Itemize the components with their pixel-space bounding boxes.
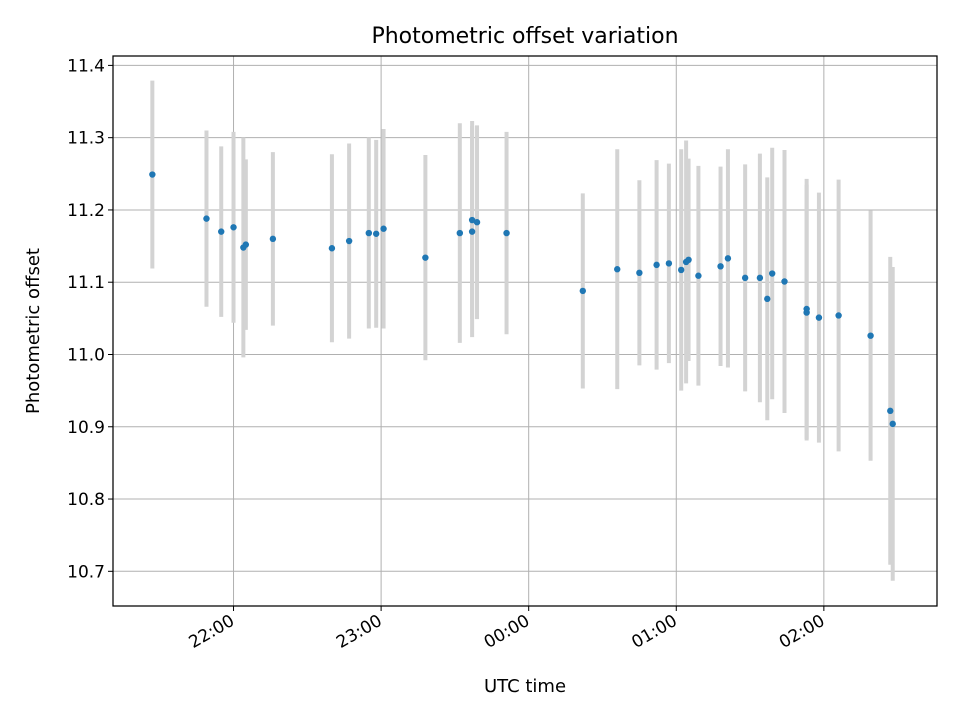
data-point	[803, 305, 810, 313]
error-bars	[150, 80, 895, 581]
data-point	[889, 420, 896, 428]
data-point	[724, 255, 732, 262]
data-point	[242, 241, 250, 248]
x-tick-label: 00:00	[481, 611, 533, 653]
data-point	[835, 312, 842, 319]
data-point	[579, 287, 587, 295]
data-point	[677, 266, 685, 274]
y-tick-label: 11.4	[67, 56, 105, 76]
data-point	[503, 229, 510, 237]
data-point	[717, 263, 724, 270]
x-tick-label: 01:00	[628, 611, 680, 653]
x-tick-label: 22:00	[186, 611, 238, 653]
data-point	[636, 269, 643, 277]
data-point	[380, 225, 387, 232]
y-tick-label: 10.9	[67, 418, 105, 438]
data-point	[365, 229, 373, 237]
data-point	[149, 171, 156, 178]
y-axis-label: Photometric offset	[23, 248, 44, 414]
y-tick-label: 11.2	[67, 201, 105, 221]
data-point	[372, 230, 380, 237]
data-point	[468, 216, 476, 224]
data-point	[665, 260, 673, 267]
data-point	[328, 245, 336, 252]
data-point	[345, 237, 353, 245]
x-tick-label: 02:00	[776, 611, 828, 653]
data-point	[764, 295, 771, 303]
y-tick-label: 11.1	[67, 273, 105, 293]
y-tick-label: 11.3	[67, 129, 105, 149]
data-point	[218, 228, 225, 235]
data-point	[887, 407, 894, 415]
data-point	[867, 332, 874, 339]
x-axis-ticks: 22:00 23:00 00:00 01:00 02:00	[186, 606, 828, 653]
y-tick-label: 10.7	[67, 562, 105, 582]
y-tick-label: 11.0	[67, 345, 105, 365]
data-point	[781, 278, 788, 285]
y-axis-ticks: 10.7 10.8 10.9 11.0 11.1 11.2 11.3 11.4	[67, 56, 113, 582]
data-point	[456, 229, 464, 237]
data-point	[468, 228, 476, 235]
chart-title: Photometric offset variation	[371, 24, 678, 49]
grid	[113, 56, 937, 606]
data-point	[422, 254, 429, 261]
data-point	[769, 270, 776, 277]
x-axis-label: UTC time	[484, 676, 566, 697]
data-point	[230, 224, 237, 231]
x-tick-label: 23:00	[333, 611, 385, 653]
data-point	[685, 256, 692, 264]
data-points	[149, 171, 896, 428]
data-point	[653, 261, 660, 269]
data-point	[614, 266, 621, 273]
data-point	[473, 219, 481, 226]
data-point	[695, 272, 702, 279]
plot-area-frame	[112, 55, 938, 607]
data-point	[815, 314, 823, 321]
data-point	[269, 235, 277, 243]
data-point	[756, 274, 764, 282]
data-point	[741, 274, 749, 282]
data-point	[203, 215, 210, 222]
y-tick-label: 10.8	[67, 490, 105, 510]
